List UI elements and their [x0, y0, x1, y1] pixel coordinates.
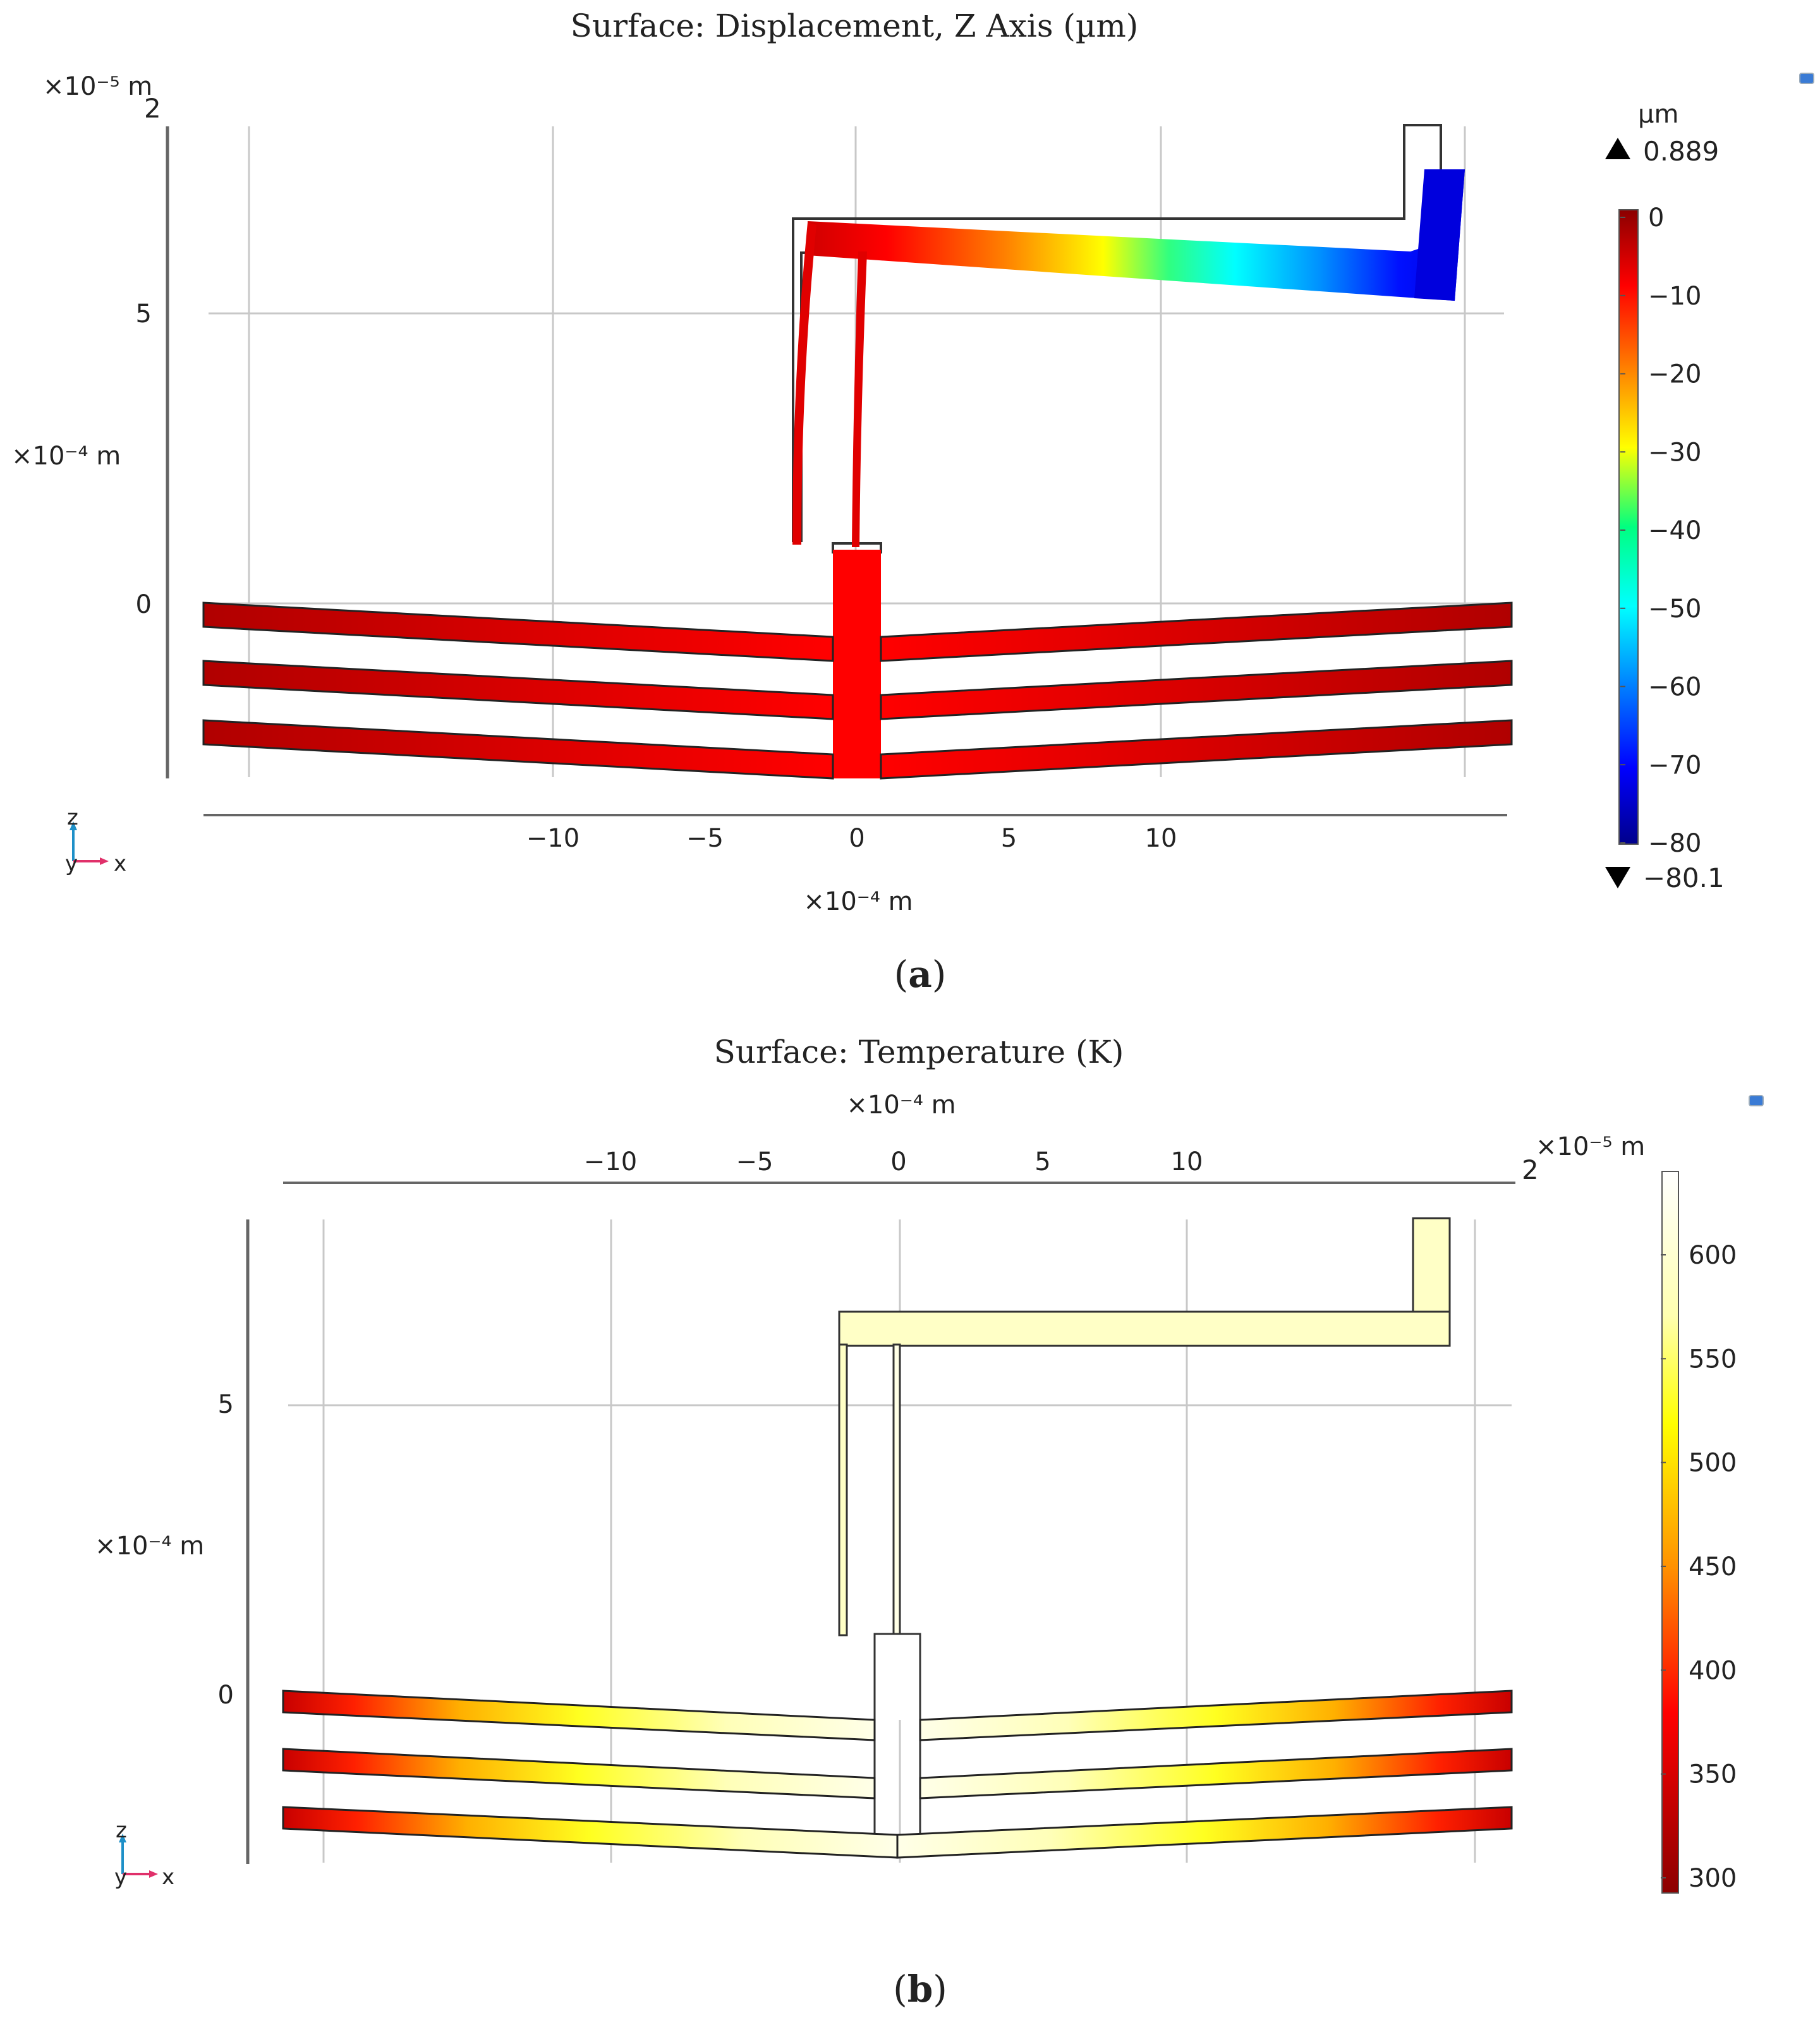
- panel-b-x-tick: −5: [736, 1147, 774, 1176]
- panel-b-y-tick-0: 0: [218, 1681, 234, 1710]
- panel-b-colorbar-tick-label: 350: [1689, 1760, 1737, 1789]
- panel-b-triad-y: y: [114, 1865, 127, 1890]
- panel-a-max-marker-icon: [1605, 138, 1630, 159]
- panel-a-y-tick-5: 5: [136, 299, 152, 329]
- panel-a-colorbar-min: −80.1: [1643, 862, 1725, 893]
- panel-b-window-icon[interactable]: [1749, 1095, 1764, 1106]
- panel-b-colorbar-tick-label: 600: [1689, 1241, 1737, 1270]
- panel-b-y-scale-value: 2: [1522, 1154, 1539, 1185]
- panel-a-beam-2-left: [202, 660, 834, 720]
- panel-a-beam-1-right: [880, 602, 1513, 662]
- panel-b: Surface: Temperature (K) ×10⁻⁴ m −10 −5 0 5…: [95, 1034, 1764, 2011]
- panel-a-window-icon[interactable]: [1799, 73, 1814, 84]
- panel-a-undeformed-outline: [792, 124, 1442, 553]
- panel-a-center-post: [833, 550, 881, 778]
- panel-a-x-ticks: −10 −5 0 5 10: [526, 824, 1177, 853]
- panel-a-left-leg: [792, 222, 816, 545]
- panel-a-axis-triad: z y x: [65, 805, 126, 876]
- panel-b-beam-2-left: [282, 1748, 876, 1799]
- panel-a-x-label: ×10⁻⁴ m: [803, 887, 913, 916]
- panel-b-caption: (b): [893, 1968, 947, 2011]
- panel-b-axis-triad: z y x: [114, 1818, 174, 1890]
- panel-b-colorbar: 600 550 500 450 400 350 300: [1661, 1171, 1737, 1894]
- panel-b-colorbar-tick-label: 400: [1689, 1656, 1737, 1685]
- panel-b-triad-x: x: [162, 1865, 174, 1890]
- panel-b-triad-z: z: [116, 1818, 127, 1843]
- panel-a-beam-3-right: [880, 719, 1513, 780]
- panel-a-colorbar: µm 0.889 0 −10 −20 −30 −40 −50 −60 −70 −80 −80.1: [1605, 100, 1725, 893]
- panel-a-cantilever-arm: [808, 169, 1465, 301]
- panel-b-x-tick: 0: [890, 1147, 906, 1176]
- panel-b-title: Surface: Temperature (K): [714, 1034, 1124, 1070]
- panel-b-colorbar-tick-label: 450: [1689, 1552, 1737, 1582]
- panel-a-x-tick: 5: [1001, 824, 1017, 853]
- panel-a-y-scale-note: ×10⁻⁵ m: [43, 72, 152, 101]
- panel-a-colorbar-tick-label: −20: [1648, 360, 1701, 389]
- panel-b-beam-3-left: [282, 1806, 899, 1859]
- panel-a: Surface: Displacement, Z Axis (µm) ×10⁻⁵…: [11, 8, 1814, 996]
- panel-b-x-tick: 10: [1171, 1147, 1203, 1176]
- panel-b-center-leg: [892, 1343, 901, 1635]
- panel-b-cantilever: [838, 1217, 1451, 1837]
- panel-b-x-label: ×10⁻⁴ m: [846, 1091, 956, 1120]
- panel-b-y-tick-5: 5: [218, 1390, 234, 1419]
- panel-b-v-beams: [282, 1690, 1513, 1859]
- panel-b-y-scale-note: ×10⁻⁵ m: [1536, 1132, 1645, 1161]
- panel-a-colorbar-tick-label: −30: [1648, 438, 1701, 467]
- panel-a-colorbar-tick-label: −10: [1648, 282, 1701, 311]
- panel-b-cantilever-arm: [838, 1310, 1451, 1347]
- panel-a-triad-x: x: [114, 851, 126, 876]
- panel-b-x-tick: −10: [584, 1147, 637, 1176]
- panel-b-x-tick: 5: [1034, 1147, 1050, 1176]
- panel-b-colorbar-ticks: 600 550 500 450 400 350 300: [1661, 1241, 1737, 1893]
- panel-b-y-label: ×10⁻⁴ m: [95, 1532, 204, 1561]
- panel-b-beam-1-left: [282, 1690, 876, 1741]
- panel-a-colorbar-tick-label: −50: [1648, 595, 1701, 624]
- panel-a-colorbar-tick-label: −60: [1648, 673, 1701, 702]
- panel-a-x-tick: 0: [849, 824, 864, 853]
- panel-a-colorbar-ticks: 0 −10 −20 −30 −40 −50 −60 −70 −80: [1620, 203, 1701, 858]
- panel-a-colorbar-bar: [1618, 209, 1639, 845]
- panel-a-center-leg: [852, 251, 867, 547]
- panel-a-y-scale-value: 2: [144, 93, 161, 124]
- panel-a-triad-y: y: [65, 851, 78, 876]
- panel-b-colorbar-tick-label: 550: [1689, 1345, 1737, 1374]
- panel-a-y-tick-0: 0: [136, 590, 152, 619]
- panel-b-x-ticks: −10 −5 0 5 10: [584, 1147, 1203, 1176]
- panel-a-colorbar-tick-label: −70: [1648, 751, 1701, 780]
- panel-a-deformed-cantilever: [792, 169, 1465, 778]
- panel-a-colorbar-tick-label: 0: [1648, 203, 1664, 233]
- panel-a-min-marker-icon: [1605, 867, 1630, 888]
- panel-a-x-tick: −5: [686, 824, 724, 853]
- panel-b-beam-3-right: [896, 1806, 1513, 1859]
- panel-a-beam-1-left: [202, 602, 834, 662]
- panel-b-beam-2-right: [919, 1748, 1513, 1799]
- panel-b-colorbar-tick-label: 300: [1689, 1864, 1737, 1893]
- panel-a-colorbar-tick-label: −40: [1648, 516, 1701, 545]
- panel-a-beam-2-right: [880, 660, 1513, 720]
- panel-a-colorbar-unit: µm: [1638, 100, 1678, 129]
- panel-a-triad-z: z: [67, 805, 78, 830]
- panel-b-cantilever-tip: [1412, 1217, 1451, 1315]
- panel-a-colorbar-tick-label: −80: [1648, 829, 1701, 858]
- panel-a-beam-3-left: [202, 719, 834, 780]
- panel-b-colorbar-tick-label: 500: [1689, 1449, 1737, 1478]
- panel-a-v-beams: [202, 602, 1513, 780]
- panel-a-colorbar-max: 0.889: [1643, 136, 1719, 167]
- panel-a-title: Surface: Displacement, Z Axis (µm): [571, 8, 1139, 44]
- panel-b-left-leg: [838, 1343, 848, 1636]
- panel-b-beam-1-right: [919, 1690, 1513, 1741]
- panel-a-caption: (a): [894, 953, 947, 996]
- panel-b-center-post: [873, 1633, 921, 1720]
- panel-a-x-tick: 10: [1145, 824, 1177, 853]
- panel-a-cantilever-tip: [1414, 169, 1465, 301]
- panel-b-colorbar-bar: [1661, 1171, 1679, 1894]
- panel-a-y-label: ×10⁻⁴ m: [11, 442, 121, 471]
- panel-a-x-tick: −10: [526, 824, 579, 853]
